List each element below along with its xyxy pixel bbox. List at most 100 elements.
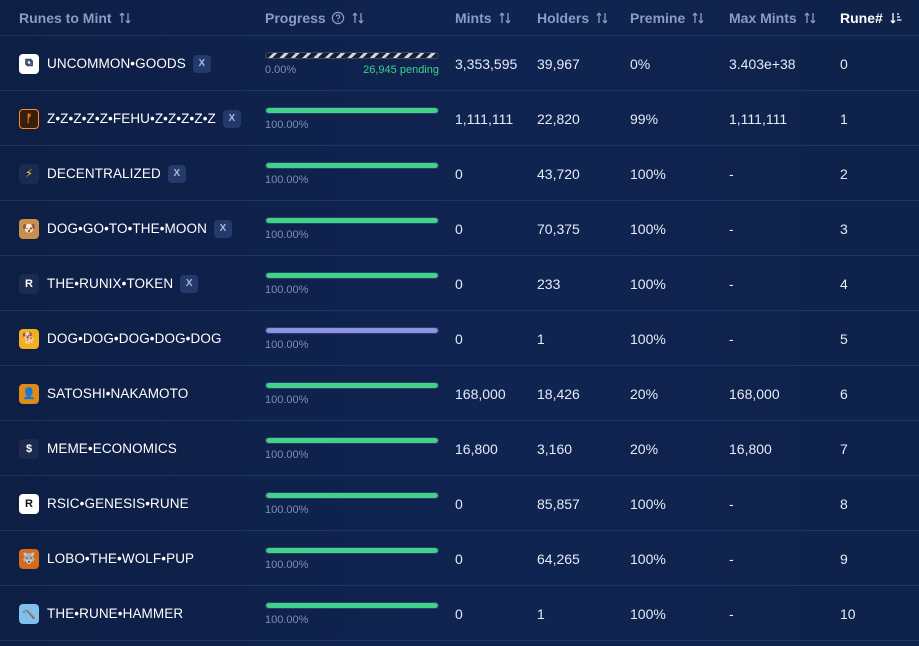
- progress-text: 100.00%: [265, 119, 439, 131]
- square-glyph-icon: ⧉: [19, 53, 39, 74]
- rune-name[interactable]: LOBO•THE•WOLF•PUP: [47, 551, 195, 566]
- sort-icon[interactable]: [351, 11, 365, 25]
- help-circle-icon[interactable]: [331, 11, 345, 25]
- progress-text: 100.00%: [265, 394, 439, 406]
- progress-bar-fill: [266, 547, 438, 553]
- holders-value: 233: [537, 275, 561, 292]
- header-mints[interactable]: Mints: [455, 0, 512, 36]
- header-max-mints[interactable]: Max Mints: [729, 0, 817, 36]
- header-label: Runes to Mint: [19, 10, 112, 26]
- sort-ascending-icon[interactable]: [889, 11, 903, 25]
- holders-value: 64,265: [537, 550, 580, 567]
- rune-name[interactable]: RSIC•GENESIS•RUNE: [47, 496, 189, 511]
- rune-name-cell[interactable]: 🐕 DOG•DOG•DOG•DOG•DOG: [19, 311, 222, 366]
- rune-name-cell[interactable]: 🔨 THE•RUNE•HAMMER: [19, 586, 183, 641]
- table-row[interactable]: 👤 SATOSHI•NAKAMOTO 100.00% 168,000 18,42…: [0, 366, 919, 421]
- x-social-link-icon[interactable]: X: [167, 164, 186, 183]
- rune-name-cell[interactable]: ⚡ DECENTRALIZED X: [19, 146, 186, 201]
- table-row[interactable]: R RSIC•GENESIS•RUNE 100.00% 0 85,857 100…: [0, 476, 919, 531]
- sort-icon[interactable]: [118, 11, 132, 25]
- table-row[interactable]: ⧉ UNCOMMON•GOODS X 0.00% 26,945 pending …: [0, 36, 919, 91]
- header-premine[interactable]: Premine: [630, 0, 705, 36]
- satoshi-silhouette-icon: 👤: [19, 383, 39, 404]
- max-mints-value: -: [729, 165, 734, 182]
- holders-value: 1: [537, 605, 545, 622]
- runix-r-icon: R: [19, 273, 39, 294]
- mints-value: 3,353,595: [455, 55, 518, 72]
- table-row[interactable]: 🐺 LOBO•THE•WOLF•PUP 100.00% 0 64,265 100…: [0, 531, 919, 586]
- sort-icon[interactable]: [691, 11, 705, 25]
- header-runes-to-mint[interactable]: Runes to Mint: [19, 0, 132, 36]
- rune-name[interactable]: MEME•ECONOMICS: [47, 441, 177, 456]
- holders-value: 3,160: [537, 440, 573, 457]
- rune-name[interactable]: DOG•GO•TO•THE•MOON: [47, 221, 207, 236]
- progress-percent: 100.00%: [265, 558, 309, 571]
- rune-name[interactable]: SATOSHI•NAKAMOTO: [47, 386, 189, 401]
- holders-value: 85,857: [537, 495, 580, 512]
- progress-text: 100.00%: [265, 449, 439, 461]
- progress-text: 0.00% 26,945 pending: [265, 64, 439, 76]
- rune-name[interactable]: DOG•DOG•DOG•DOG•DOG: [47, 331, 222, 346]
- premine-value: 100%: [630, 550, 666, 567]
- max-mints-value: -: [729, 550, 734, 567]
- progress-percent: 100.00%: [265, 613, 309, 626]
- rune-name-cell[interactable]: 🐶 DOG•GO•TO•THE•MOON X: [19, 201, 232, 256]
- table-row[interactable]: ᚠ Z•Z•Z•Z•Z•FEHU•Z•Z•Z•Z•Z X 100.00% 1,1…: [0, 91, 919, 146]
- rune-name[interactable]: DECENTRALIZED: [47, 166, 161, 181]
- pending-count: 26,945 pending: [363, 63, 439, 76]
- table-row[interactable]: $ MEME•ECONOMICS 100.00% 16,800 3,160 20…: [0, 421, 919, 476]
- max-mints-value: 1,111,111: [729, 110, 788, 127]
- header-holders[interactable]: Holders: [537, 0, 609, 36]
- dollar-icon: $: [19, 438, 39, 459]
- holders-value: 22,820: [537, 110, 580, 127]
- rune-name-cell[interactable]: R RSIC•GENESIS•RUNE: [19, 476, 189, 531]
- rune-number-value: 4: [840, 275, 848, 292]
- table-row[interactable]: 🔨 THE•RUNE•HAMMER 100.00% 0 1 100% - 10: [0, 586, 919, 641]
- premine-value: 100%: [630, 165, 666, 182]
- premine-value: 20%: [630, 440, 659, 457]
- holders-value: 70,375: [537, 220, 580, 237]
- progress-bar: [265, 271, 439, 279]
- table-row[interactable]: 🐶 DOG•GO•TO•THE•MOON X 100.00% 0 70,375 …: [0, 201, 919, 256]
- rune-name-cell[interactable]: 👤 SATOSHI•NAKAMOTO: [19, 366, 188, 421]
- max-mints-value: -: [729, 605, 734, 622]
- sort-icon[interactable]: [498, 11, 512, 25]
- progress-bar: [265, 216, 439, 224]
- rune-name-cell[interactable]: $ MEME•ECONOMICS: [19, 421, 177, 476]
- progress-bar-fill: [266, 327, 438, 333]
- rune-name[interactable]: Z•Z•Z•Z•Z•FEHU•Z•Z•Z•Z•Z: [47, 111, 216, 126]
- rune-name-cell[interactable]: ᚠ Z•Z•Z•Z•Z•FEHU•Z•Z•Z•Z•Z X: [19, 91, 241, 146]
- progress-text: 100.00%: [265, 339, 439, 351]
- fehu-icon: ᚠ: [19, 108, 39, 129]
- x-social-link-icon[interactable]: X: [180, 274, 199, 293]
- rune-name[interactable]: THE•RUNIX•TOKEN: [47, 276, 174, 291]
- sort-icon[interactable]: [803, 11, 817, 25]
- lightning-icon: ⚡: [19, 163, 39, 184]
- x-social-link-icon[interactable]: X: [222, 109, 241, 128]
- header-progress[interactable]: Progress: [265, 0, 365, 36]
- rune-name-cell[interactable]: ⧉ UNCOMMON•GOODS X: [19, 36, 211, 91]
- rune-name[interactable]: UNCOMMON•GOODS: [47, 56, 186, 71]
- progress-text: 100.00%: [265, 229, 439, 241]
- progress-bar: [265, 491, 439, 499]
- x-social-link-icon[interactable]: X: [213, 219, 232, 238]
- premine-value: 0%: [630, 55, 651, 72]
- holders-value: 1: [537, 330, 545, 347]
- table-row[interactable]: R THE•RUNIX•TOKEN X 100.00% 0 233 100% -…: [0, 256, 919, 311]
- progress-text: 100.00%: [265, 614, 439, 626]
- progress-bar: [265, 106, 439, 114]
- rune-number-value: 10: [840, 605, 856, 622]
- rune-name-cell[interactable]: R THE•RUNIX•TOKEN X: [19, 256, 199, 311]
- mints-value: 0: [455, 330, 463, 347]
- progress-cell: 100.00%: [265, 586, 439, 641]
- table-row[interactable]: 🐕 DOG•DOG•DOG•DOG•DOG 100.00% 0 1 100% -…: [0, 311, 919, 366]
- rune-name[interactable]: THE•RUNE•HAMMER: [47, 606, 184, 621]
- progress-cell: 100.00%: [265, 311, 439, 366]
- header-rune-number[interactable]: Rune#: [840, 0, 903, 36]
- rune-name-cell[interactable]: 🐺 LOBO•THE•WOLF•PUP: [19, 531, 194, 586]
- x-social-link-icon[interactable]: X: [192, 54, 211, 73]
- progress-bar: [265, 326, 439, 334]
- table-row[interactable]: ⚡ DECENTRALIZED X 100.00% 0 43,720 100% …: [0, 146, 919, 201]
- progress-bar-fill: [266, 492, 438, 498]
- sort-icon[interactable]: [595, 11, 609, 25]
